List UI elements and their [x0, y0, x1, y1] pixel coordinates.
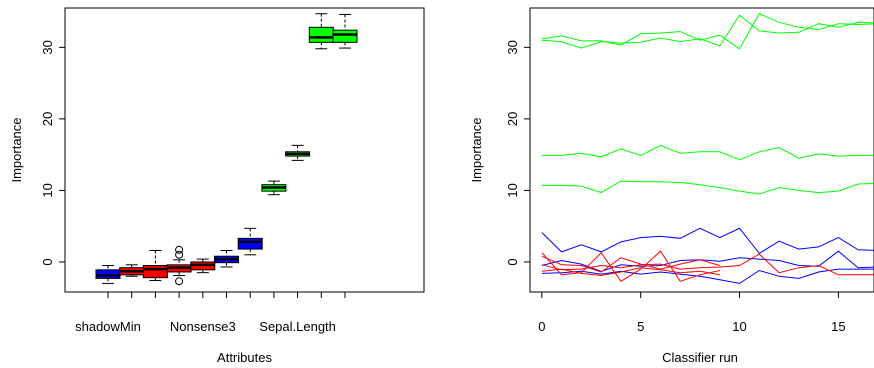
classifier-run-lineplot: 0 10 20 30 0 5 10 15 Classifier run Importance — [469, 7, 874, 365]
box-1 — [95, 265, 121, 284]
right-y-axis: 0 10 20 30 — [505, 40, 531, 266]
box-3 — [142, 250, 168, 282]
series-line-7 — [541, 268, 874, 284]
right-x-tick-label: 5 — [637, 319, 644, 334]
series-line-6 — [541, 250, 874, 272]
left-x-tick-label: shadowMin — [75, 319, 141, 334]
left-x-axis-label: Attributes — [217, 350, 272, 365]
box-11 — [332, 13, 358, 49]
right-y-tick-label: 0 — [505, 258, 520, 265]
box-7 — [237, 227, 263, 256]
series-line-10 — [541, 255, 720, 273]
right-y-tick-label: 20 — [505, 112, 520, 126]
box-body — [332, 29, 358, 43]
left-y-tick-label: 20 — [40, 112, 55, 126]
box-6 — [214, 250, 239, 268]
right-x-axis: 0 5 10 15 — [538, 291, 846, 334]
box-body — [142, 265, 168, 279]
series-line-1 — [541, 13, 874, 50]
box-outlier — [175, 277, 184, 286]
right-x-tick-label: 10 — [732, 319, 746, 334]
left-x-axis: shadowMin Nonsense3 Sepal.Length — [75, 291, 346, 334]
box-10 — [308, 13, 334, 50]
series-line-11 — [541, 267, 720, 277]
box-body — [95, 269, 121, 279]
right-x-axis-label: Classifier run — [662, 350, 738, 365]
series-line-4 — [541, 180, 874, 195]
right-plot-frame — [529, 7, 874, 293]
left-y-axis-label: Importance — [9, 117, 24, 182]
line-group — [541, 13, 874, 284]
right-y-tick-label: 30 — [505, 40, 520, 54]
left-y-tick-label: 0 — [40, 258, 55, 265]
left-x-tick-label: Nonsense3 — [170, 319, 236, 334]
series-line-2 — [541, 14, 874, 49]
left-y-tick-label: 30 — [40, 40, 55, 54]
series-lines — [541, 13, 874, 284]
left-y-axis: 0 10 20 30 — [40, 40, 66, 266]
attribute-importance-boxplot: 0 10 20 30 shadowMin Nonsense3 Sepal.Length A… — [9, 7, 425, 365]
series-line-9 — [541, 253, 874, 276]
box-8 — [261, 180, 287, 196]
box-outlier — [175, 245, 184, 254]
right-y-tick-label: 10 — [505, 183, 520, 197]
left-y-tick-label: 10 — [40, 183, 55, 197]
left-x-tick-label: Sepal.Length — [259, 319, 336, 334]
box-body — [237, 237, 263, 250]
box-9 — [285, 144, 311, 161]
right-x-tick-label: 0 — [538, 319, 545, 334]
box-4 — [166, 245, 192, 286]
box-outlier — [175, 250, 184, 259]
series-line-3 — [541, 144, 874, 161]
box-group — [95, 13, 358, 286]
box-2 — [119, 264, 145, 277]
box-5 — [190, 258, 216, 274]
box-body — [308, 26, 334, 43]
right-y-axis-label: Importance — [469, 117, 484, 182]
series-line-8 — [541, 250, 720, 282]
right-x-tick-label: 15 — [831, 319, 845, 334]
series-line-5 — [541, 227, 874, 255]
